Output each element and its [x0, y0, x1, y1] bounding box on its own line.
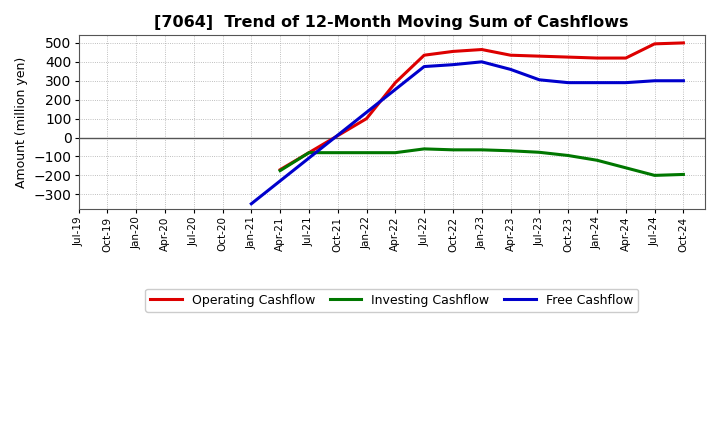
- Operating Cashflow: [276, 167, 284, 172]
- Investing Cashflow: [420, 146, 428, 151]
- Legend: Operating Cashflow, Investing Cashflow, Free Cashflow: Operating Cashflow, Investing Cashflow, …: [145, 289, 638, 312]
- Operating Cashflow: [333, 133, 342, 138]
- Investing Cashflow: [305, 150, 313, 155]
- Free Cashflow: [535, 77, 544, 82]
- Free Cashflow: [650, 78, 659, 84]
- Investing Cashflow: [621, 165, 630, 170]
- Line: Operating Cashflow: Operating Cashflow: [280, 43, 683, 170]
- Operating Cashflow: [679, 40, 688, 46]
- Investing Cashflow: [679, 172, 688, 177]
- Investing Cashflow: [391, 150, 400, 155]
- Free Cashflow: [247, 201, 256, 206]
- Free Cashflow: [449, 62, 457, 67]
- Operating Cashflow: [305, 150, 313, 155]
- Operating Cashflow: [420, 52, 428, 58]
- Line: Investing Cashflow: Investing Cashflow: [280, 149, 683, 176]
- Investing Cashflow: [593, 158, 601, 163]
- Operating Cashflow: [564, 55, 572, 60]
- Investing Cashflow: [535, 150, 544, 155]
- Free Cashflow: [593, 80, 601, 85]
- Free Cashflow: [477, 59, 486, 65]
- Investing Cashflow: [449, 147, 457, 153]
- Operating Cashflow: [650, 41, 659, 47]
- Free Cashflow: [420, 64, 428, 69]
- Free Cashflow: [621, 80, 630, 85]
- Free Cashflow: [564, 80, 572, 85]
- Investing Cashflow: [477, 147, 486, 153]
- Investing Cashflow: [506, 148, 515, 154]
- Investing Cashflow: [564, 153, 572, 158]
- Y-axis label: Amount (million yen): Amount (million yen): [15, 57, 28, 188]
- Operating Cashflow: [621, 55, 630, 61]
- Operating Cashflow: [449, 49, 457, 54]
- Operating Cashflow: [477, 47, 486, 52]
- Investing Cashflow: [276, 168, 284, 173]
- Investing Cashflow: [362, 150, 371, 155]
- Free Cashflow: [506, 67, 515, 72]
- Operating Cashflow: [593, 55, 601, 61]
- Operating Cashflow: [362, 116, 371, 121]
- Operating Cashflow: [391, 80, 400, 85]
- Title: [7064]  Trend of 12-Month Moving Sum of Cashflows: [7064] Trend of 12-Month Moving Sum of C…: [155, 15, 629, 30]
- Investing Cashflow: [650, 173, 659, 178]
- Line: Free Cashflow: Free Cashflow: [251, 62, 683, 204]
- Free Cashflow: [679, 78, 688, 84]
- Operating Cashflow: [506, 52, 515, 58]
- Operating Cashflow: [535, 54, 544, 59]
- Investing Cashflow: [333, 150, 342, 155]
